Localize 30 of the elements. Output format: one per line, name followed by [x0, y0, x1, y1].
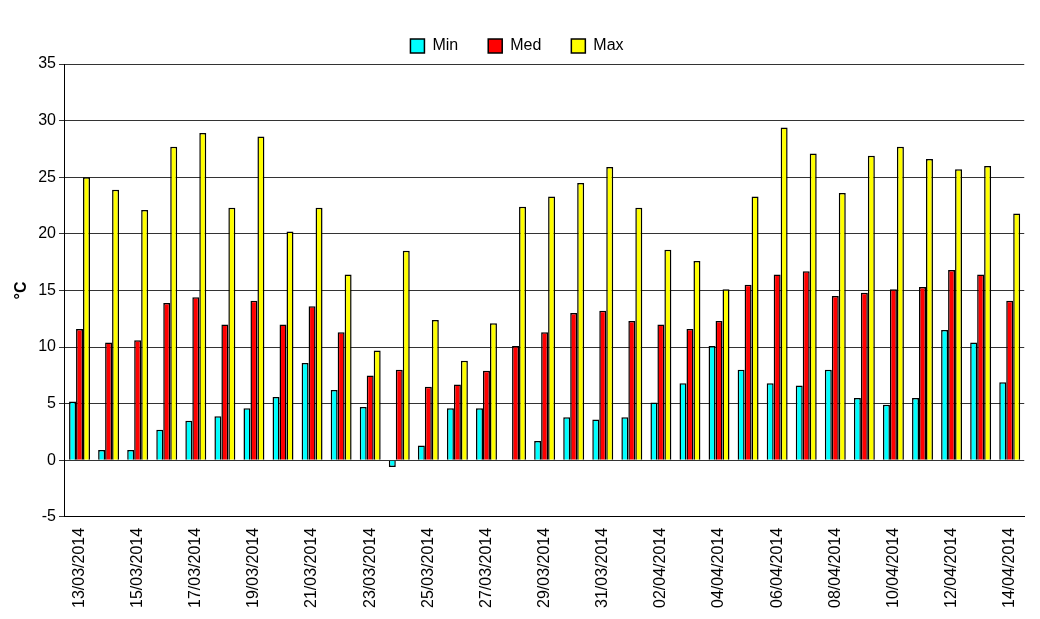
x-tick-label: 27/03/2014	[476, 527, 494, 608]
x-tick-label: 31/03/2014	[593, 527, 611, 608]
y-tick-label: -5	[41, 507, 57, 525]
x-tick-label: 19/03/2014	[244, 527, 262, 608]
y-tick-label: 30	[38, 111, 57, 129]
x-tick-label: 04/04/2014	[709, 527, 727, 608]
x-tick-label: 08/04/2014	[825, 527, 843, 608]
y-tick-label: 25	[38, 167, 57, 185]
x-tick-label: 21/03/2014	[302, 527, 320, 608]
legend-label: Min	[432, 36, 459, 54]
legend-label: Med	[510, 36, 542, 54]
y-tick-label: 0	[47, 450, 57, 468]
x-tick-label: 12/04/2014	[941, 527, 959, 608]
x-tick-label: 02/04/2014	[651, 527, 669, 608]
y-tick-label: 35	[38, 54, 57, 72]
y-tick-label: 20	[38, 224, 57, 242]
x-tick-label: 13/03/2014	[69, 527, 87, 608]
x-tick-label: 15/03/2014	[128, 527, 146, 608]
legend-label: Max	[593, 36, 624, 54]
x-tick-label: 23/03/2014	[360, 527, 378, 608]
y-tick-label: 5	[47, 394, 57, 412]
y-axis-title: °C	[12, 281, 30, 300]
x-tick-label: 17/03/2014	[186, 527, 204, 608]
x-tick-label: 25/03/2014	[418, 527, 436, 608]
y-tick-label: 15	[38, 280, 57, 298]
x-tick-label: 06/04/2014	[767, 527, 785, 608]
y-tick-label: 10	[38, 337, 57, 355]
x-tick-label: 14/04/2014	[1000, 527, 1018, 608]
x-tick-label: 29/03/2014	[535, 527, 553, 608]
x-tick-label: 10/04/2014	[883, 527, 901, 608]
